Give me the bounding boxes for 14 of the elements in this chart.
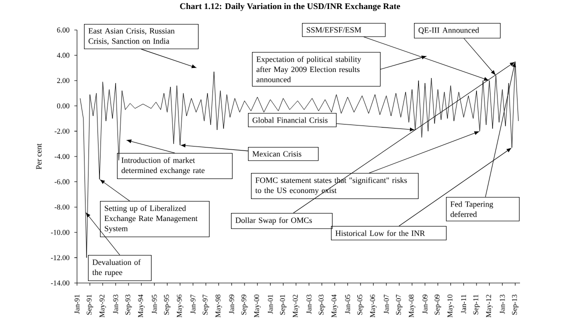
annotation: Setting up of Liberalized Exchange Rate Management System [104, 205, 198, 233]
annotation: QE-III Announced [418, 27, 480, 34]
annotation: Mexican Crisis [252, 151, 302, 157]
annotation: Historical Low for the INR [336, 230, 426, 236]
annotation: Introduction of market determined exchange rate [122, 157, 205, 175]
annotation: Expectation of political stability after May 2009 Election results announced [256, 56, 362, 82]
annotation: Devaluation of the rupee [92, 259, 141, 277]
annotation: Dollar Swap for OMCs [236, 217, 312, 225]
annotation: SSM/EFSF/ESM [306, 27, 362, 33]
annotation: East Asian Crisis, Russian Crisis, Sanction on India [88, 28, 175, 45]
annotation: Fed Tapering deferred [450, 201, 494, 218]
annotation: Global Financial Crisis [252, 117, 328, 123]
chart-title: Chart 1.12: Daily Variation in the USD/INR Exchange Rate [180, 3, 400, 11]
y-axis-title: Per cent [36, 144, 42, 170]
